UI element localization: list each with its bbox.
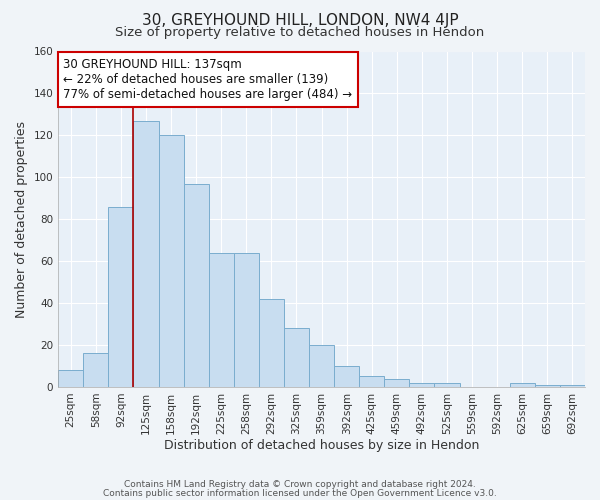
Bar: [184, 184, 209, 387]
Bar: [234, 253, 259, 387]
Bar: [284, 328, 309, 387]
Bar: [334, 366, 359, 387]
Bar: [83, 354, 109, 387]
Bar: [409, 383, 434, 387]
Bar: [133, 120, 158, 387]
Text: 30, GREYHOUND HILL, LONDON, NW4 4JP: 30, GREYHOUND HILL, LONDON, NW4 4JP: [142, 12, 458, 28]
Bar: [359, 376, 385, 387]
Text: Contains public sector information licensed under the Open Government Licence v3: Contains public sector information licen…: [103, 488, 497, 498]
Bar: [385, 378, 409, 387]
X-axis label: Distribution of detached houses by size in Hendon: Distribution of detached houses by size …: [164, 440, 479, 452]
Bar: [309, 345, 334, 387]
Text: Size of property relative to detached houses in Hendon: Size of property relative to detached ho…: [115, 26, 485, 39]
Bar: [560, 385, 585, 387]
Bar: [259, 299, 284, 387]
Text: 30 GREYHOUND HILL: 137sqm
← 22% of detached houses are smaller (139)
77% of semi: 30 GREYHOUND HILL: 137sqm ← 22% of detac…: [64, 58, 353, 101]
Bar: [209, 253, 234, 387]
Text: Contains HM Land Registry data © Crown copyright and database right 2024.: Contains HM Land Registry data © Crown c…: [124, 480, 476, 489]
Bar: [158, 136, 184, 387]
Bar: [109, 206, 133, 387]
Bar: [58, 370, 83, 387]
Y-axis label: Number of detached properties: Number of detached properties: [15, 120, 28, 318]
Bar: [535, 385, 560, 387]
Bar: [434, 383, 460, 387]
Bar: [510, 383, 535, 387]
